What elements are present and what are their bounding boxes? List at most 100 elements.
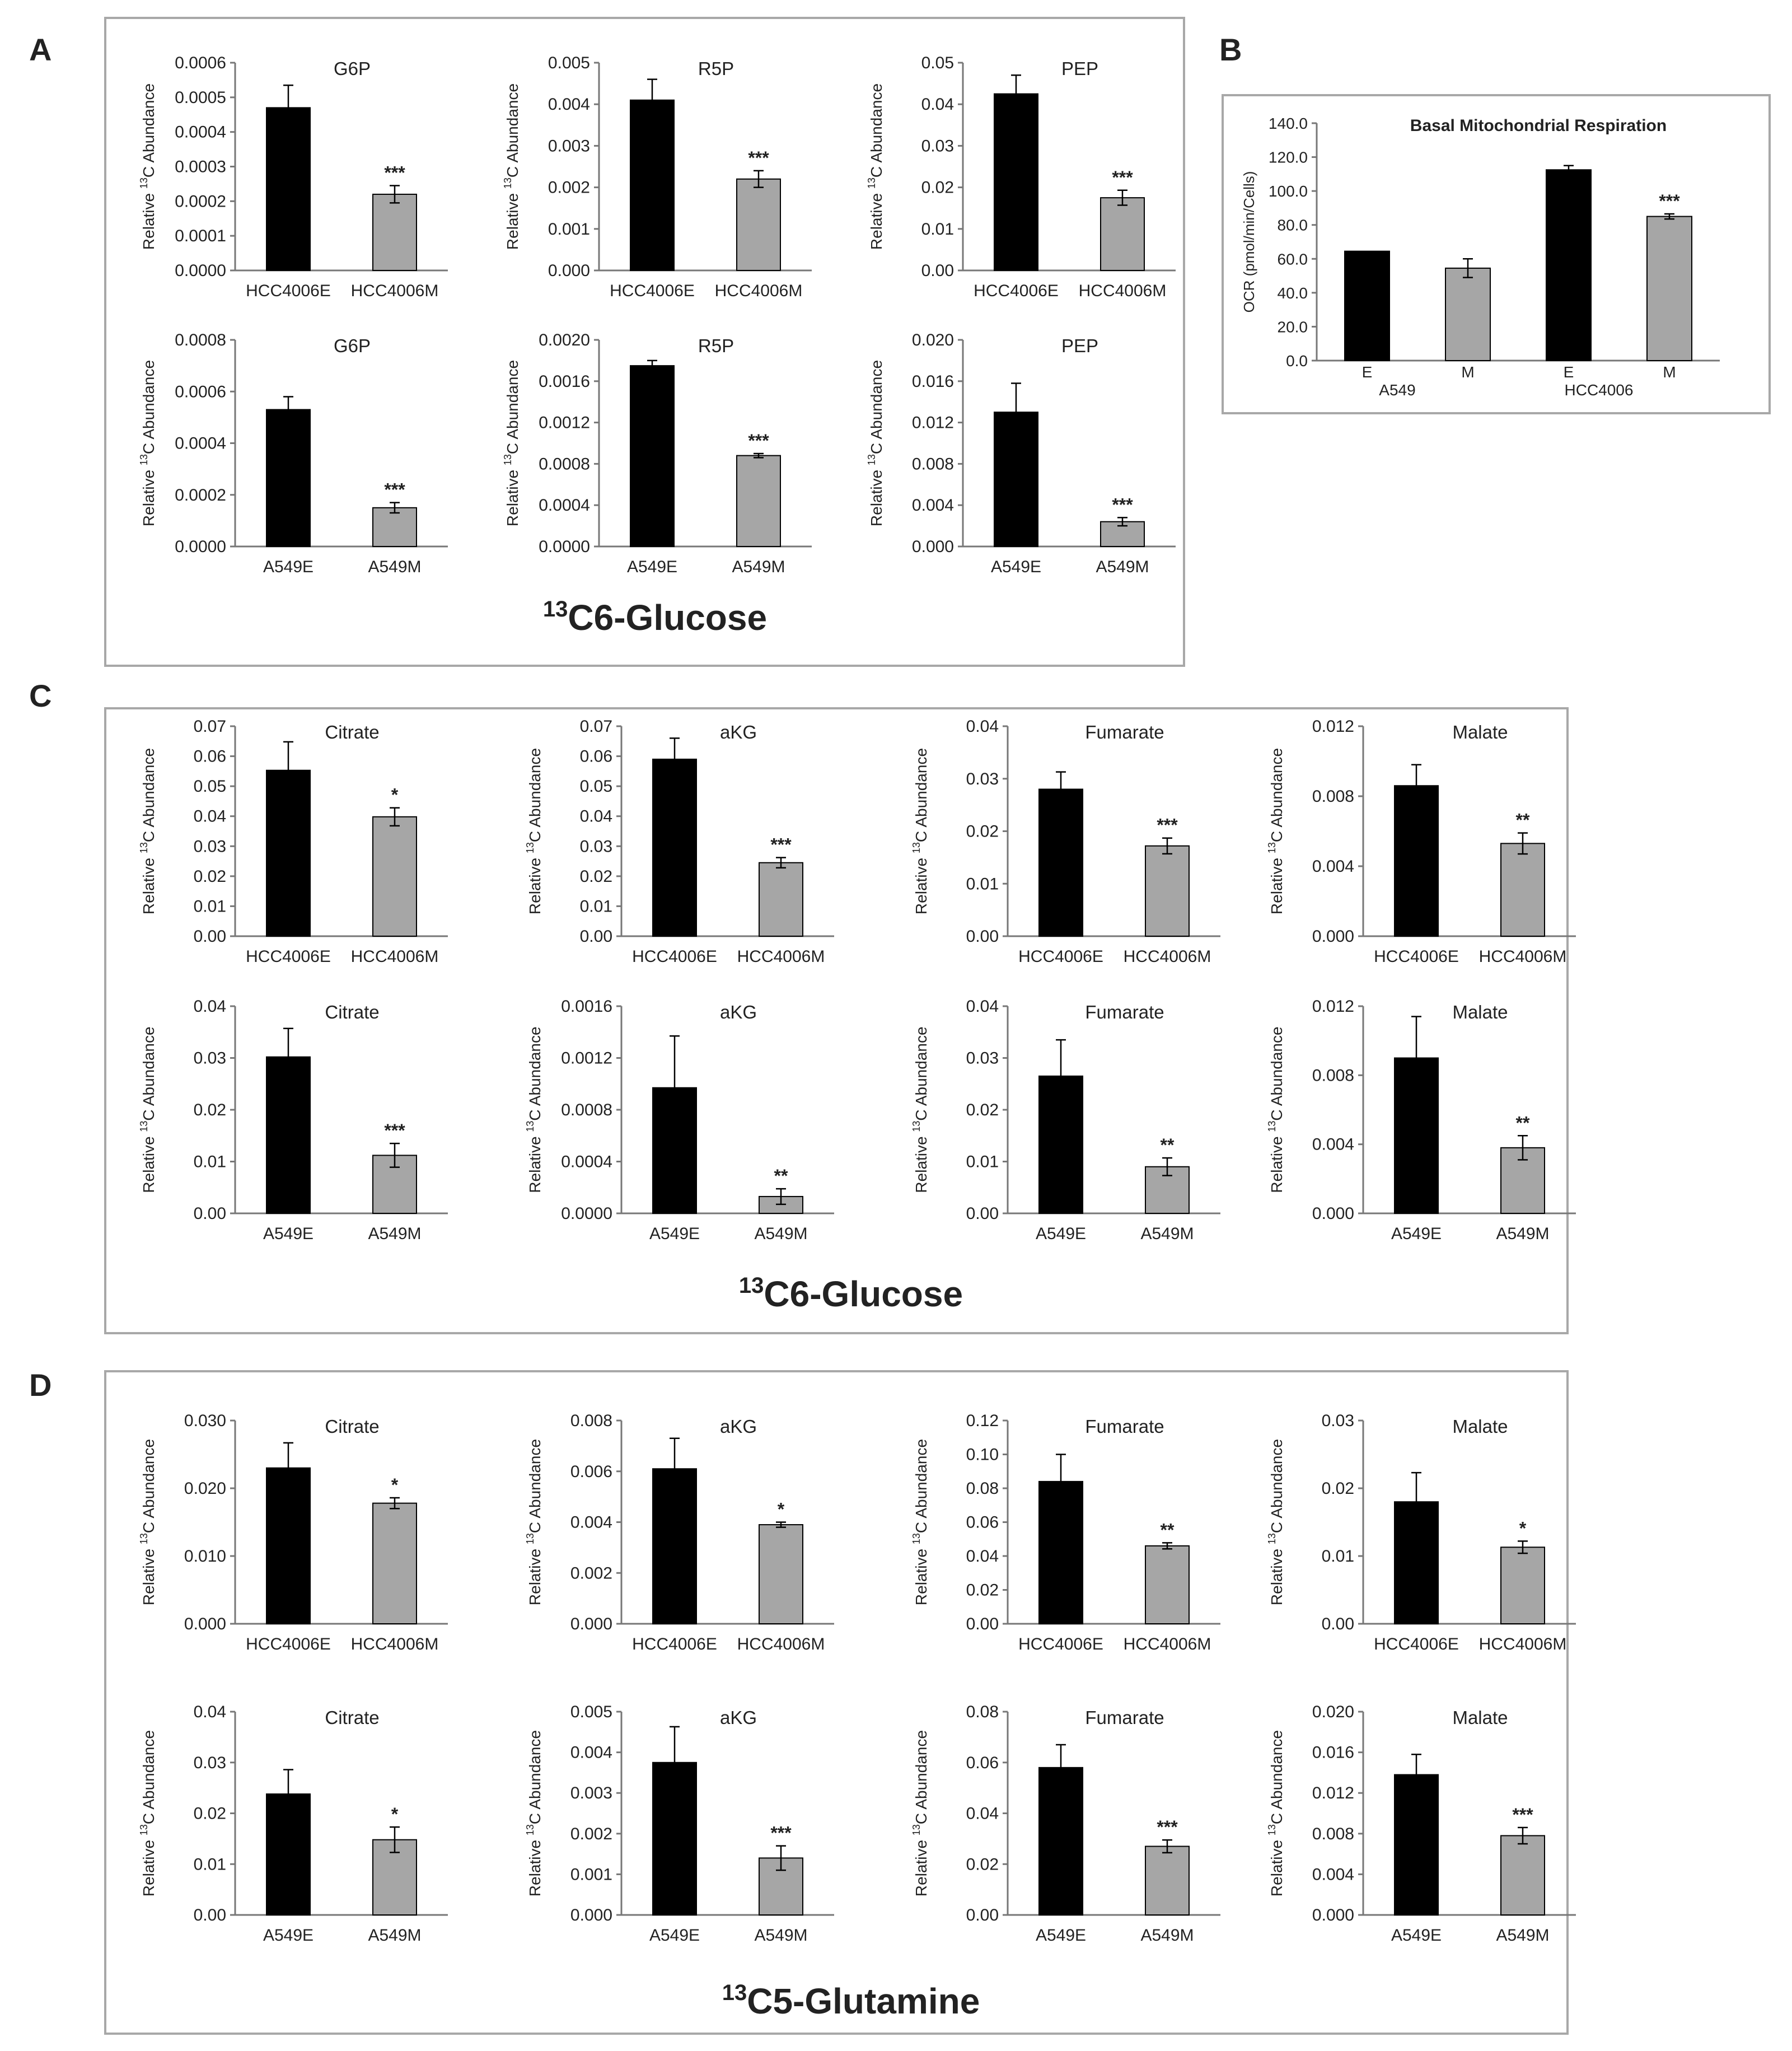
x-tick-label: HCC4006E (246, 282, 331, 300)
y-tick-label: 0.0002 (175, 192, 226, 211)
y-tick-label: 0.02 (966, 823, 999, 841)
y-tick-label: 0.05 (921, 54, 954, 72)
y-tick-label: 0.020 (184, 1479, 226, 1498)
y-tick-label: 0.010 (184, 1547, 226, 1566)
bar (759, 862, 803, 937)
x-tick-label: A549M (754, 1225, 807, 1243)
y-tick-label: 40.0 (1278, 284, 1308, 302)
chart-22: 0.00 0.02 0.04 0.06 0.08 Relative 13C Abundan… (911, 1703, 1220, 1945)
y-tick-label: 0.0003 (175, 158, 226, 176)
y-tick-label: 0.03 (194, 1049, 226, 1068)
y-axis-label: Relative 13C Abundance (502, 360, 521, 526)
y-tick-label: 0.07 (580, 717, 612, 736)
y-tick-label: 0.0004 (175, 123, 226, 142)
bar (266, 107, 311, 271)
y-tick-label: 0.002 (548, 179, 590, 197)
bar (652, 758, 697, 937)
y-axis-label: Relative 13C Abundance (138, 1439, 157, 1605)
y-tick-label: 0.030 (184, 1412, 226, 1430)
x-tick-label: HCC4006E (1374, 1635, 1459, 1653)
chart-13: 0.0000 0.0004 0.0008 0.0012 0.0016 Relative 1… (525, 997, 834, 1243)
y-tick-label: 0.05 (194, 777, 226, 796)
x-tick-label: A549E (1391, 1225, 1442, 1243)
chart-title: G6P (334, 58, 371, 79)
chart-9: 0.00 0.01 0.02 0.03 0.04 0.05 0.06 0.07 Relative… (525, 717, 834, 966)
y-axis-label: Relative 13C Abundance (525, 748, 544, 914)
x-tick-label: HCC4006M (1079, 282, 1167, 300)
x-tick-label: A549M (1496, 1225, 1549, 1243)
chart-title: G6P (334, 335, 371, 356)
y-tick-label: 0.08 (966, 1479, 999, 1498)
bar (372, 816, 417, 937)
y-tick-label: 0.00 (194, 1906, 226, 1924)
y-tick-label: 0.01 (1322, 1547, 1354, 1566)
y-tick-label: 0.01 (966, 1153, 999, 1171)
bar (630, 99, 675, 271)
significance-label: * (1519, 1518, 1527, 1538)
significance-label: ** (1516, 1113, 1530, 1133)
significance-label: *** (748, 431, 769, 451)
y-tick-label: 100.0 (1269, 183, 1308, 200)
x-tick-label: HCC4006E (1374, 947, 1459, 966)
chart-title: Malate (1452, 1416, 1508, 1437)
bar (1546, 169, 1592, 361)
significance-label: *** (1659, 191, 1680, 211)
significance-label: * (391, 785, 399, 805)
chart-title: PEP (1061, 58, 1098, 79)
y-tick-label: 0.0016 (561, 997, 612, 1016)
significance-label: *** (1157, 1817, 1178, 1837)
y-axis-label: Relative 13C Abundance (1266, 748, 1285, 914)
chart-title: aKG (720, 1707, 757, 1728)
chart-5: 0.0000 0.0004 0.0008 0.0012 0.0016 0.0020 Rela… (502, 331, 812, 576)
x-tick-label: E (1362, 363, 1373, 381)
significance-label: *** (384, 1120, 405, 1141)
y-tick-label: 0.003 (548, 137, 590, 155)
x-tick-label: HCC4006E (974, 282, 1059, 300)
chart-title: aKG (720, 1002, 757, 1022)
y-tick-label: 0.02 (921, 179, 954, 197)
significance-label: *** (384, 163, 405, 183)
significance-label: *** (770, 1823, 792, 1843)
y-tick-label: 0.04 (966, 1805, 999, 1823)
y-axis-label: Relative 13C Abundance (866, 360, 885, 526)
x-tick-label: A549E (1391, 1926, 1442, 1945)
chart-4: 0.0000 0.0002 0.0004 0.0006 0.0008 Relative 1… (138, 331, 448, 576)
y-tick-label: 0.006 (570, 1463, 612, 1481)
bar (266, 409, 311, 547)
y-tick-label: 0.0 (1286, 352, 1308, 370)
y-axis-label: Relative 13C Abundance (138, 748, 157, 914)
y-tick-label: 0.00 (921, 261, 954, 280)
y-axis-label: Relative 13C Abundance (138, 1730, 157, 1896)
y-tick-label: 0.00 (966, 927, 999, 946)
y-tick-label: 0.000 (570, 1906, 612, 1924)
y-tick-label: 0.10 (966, 1446, 999, 1464)
y-tick-label: 0.02 (580, 867, 612, 886)
bar (736, 455, 781, 548)
y-tick-label: 0.0006 (175, 54, 226, 72)
y-tick-label: 0.012 (912, 414, 954, 432)
chart-title: PEP (1061, 335, 1098, 356)
y-tick-label: 0.05 (580, 777, 612, 796)
bar (736, 178, 781, 272)
y-tick-label: 80.0 (1278, 217, 1308, 234)
y-tick-label: 0.06 (580, 747, 612, 766)
bar (1344, 250, 1390, 361)
y-tick-label: 0.008 (1312, 1066, 1354, 1085)
x-tick-label: A549M (368, 1225, 421, 1243)
x-tick-label: A549E (627, 558, 677, 576)
x-tick-label: HCC4006E (632, 1635, 717, 1653)
bar (372, 1502, 417, 1625)
x-tick-label: HCC4006M (1479, 1635, 1567, 1653)
y-tick-label: 140.0 (1269, 115, 1308, 132)
y-tick-label: 0.01 (580, 897, 612, 915)
chart-title: Fumarate (1085, 1707, 1164, 1728)
y-tick-label: 0.00 (966, 1615, 999, 1633)
group-label: A549 (1379, 381, 1415, 399)
y-tick-label: 0.00 (194, 927, 226, 946)
y-tick-label: 0.004 (912, 496, 954, 515)
y-tick-label: 0.000 (912, 538, 954, 556)
y-tick-label: 0.00 (1322, 1615, 1354, 1633)
y-tick-label: 0.0004 (539, 496, 590, 515)
bar (1646, 216, 1692, 361)
